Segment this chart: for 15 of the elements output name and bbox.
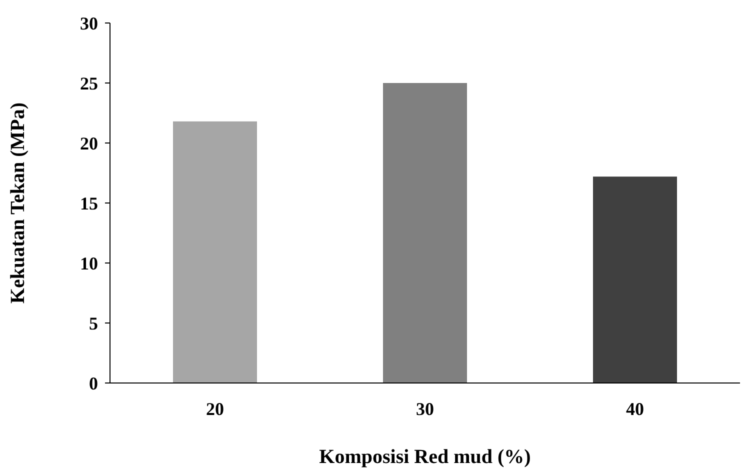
y-tick-label: 30	[80, 13, 98, 34]
y-tick-label: 0	[89, 373, 98, 394]
y-tick-label: 20	[80, 133, 98, 154]
x-tick-label: 30	[416, 399, 434, 419]
y-axis-title: Kekuatan Tekan (MPa)	[7, 102, 29, 304]
x-tick-label: 20	[206, 399, 224, 419]
y-tick-label: 5	[89, 313, 98, 334]
y-tick-label: 10	[80, 253, 98, 274]
x-axis-title: Komposisi Red mud (%)	[319, 446, 531, 468]
bar	[173, 121, 257, 383]
y-tick-label: 15	[80, 193, 98, 214]
bar	[383, 83, 467, 383]
y-tick-label: 25	[80, 73, 98, 94]
x-tick-label: 40	[626, 399, 644, 419]
bar	[593, 176, 677, 383]
